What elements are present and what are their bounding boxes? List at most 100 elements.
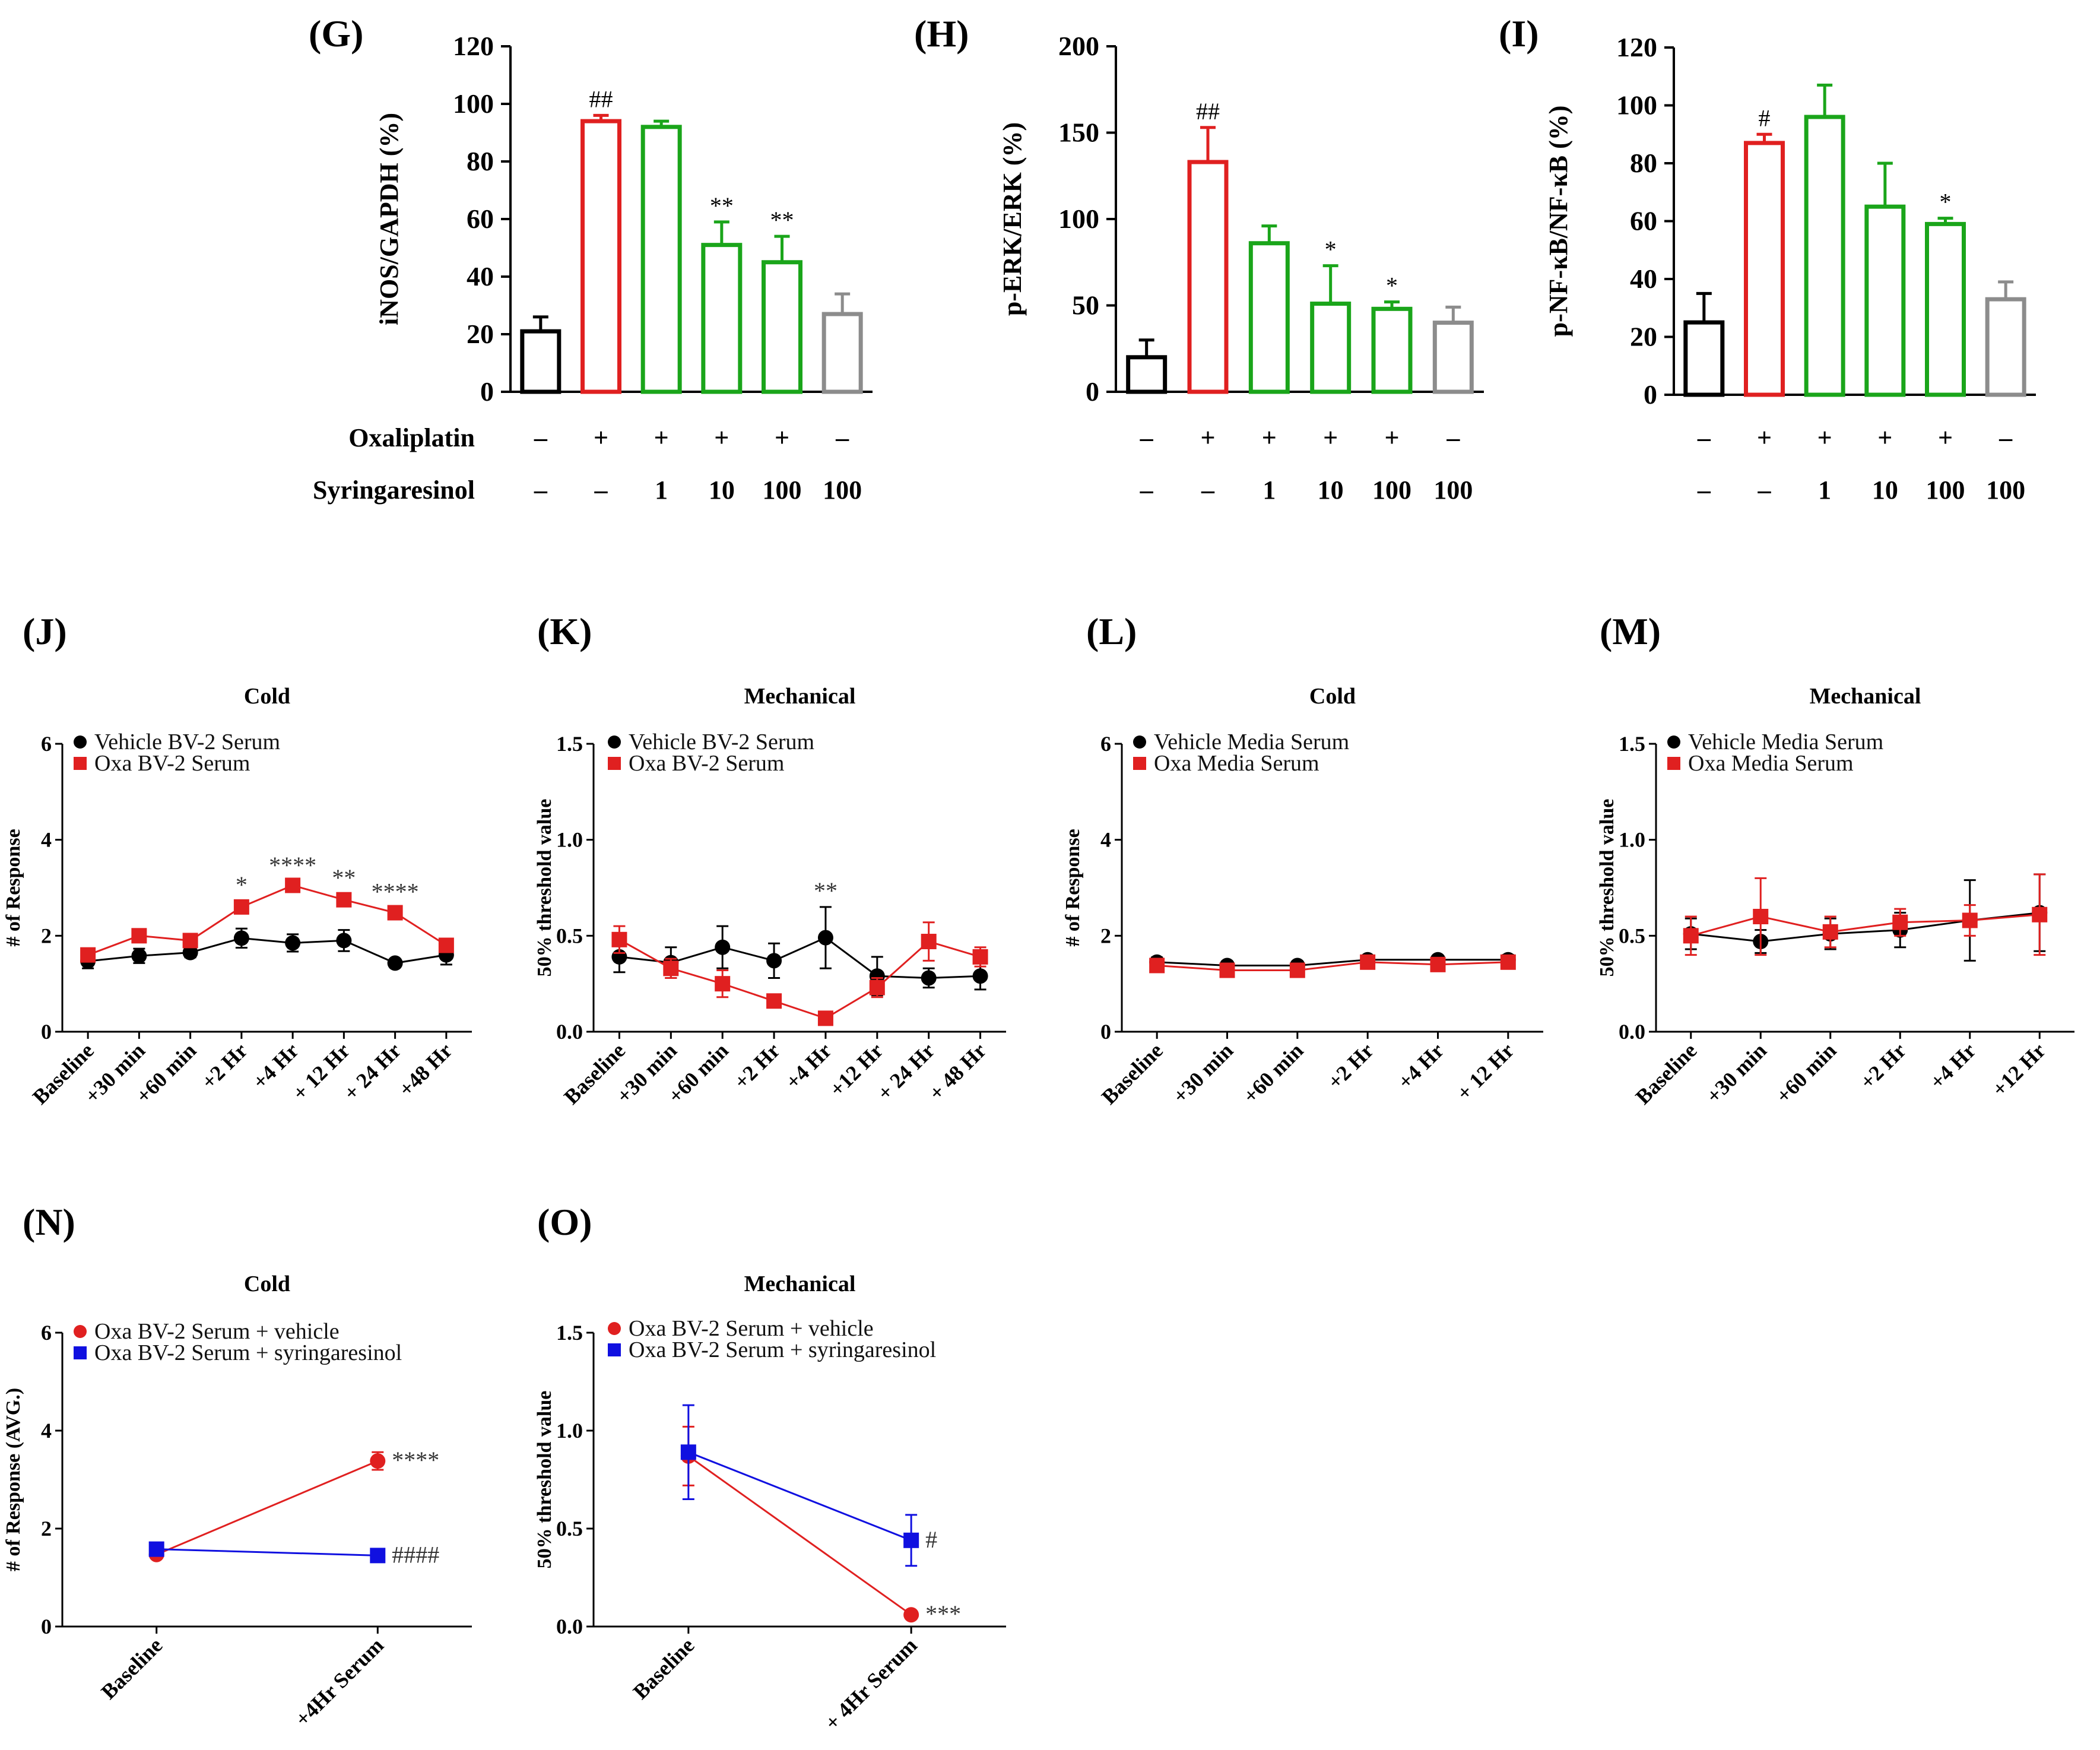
panel-label: (K) (537, 610, 592, 652)
data-point (1667, 735, 1680, 749)
y-axis-label: # of Response (2, 829, 24, 946)
data-point (2032, 906, 2048, 922)
syringaresinol-cond: 10 (1872, 475, 1898, 505)
data-point (817, 930, 833, 946)
data-point (766, 953, 782, 969)
y-tick-label: 0 (41, 1020, 52, 1044)
bar (1683, 320, 1725, 397)
data-point (285, 877, 301, 893)
data-point (336, 892, 352, 908)
data-point (1822, 924, 1838, 940)
x-tick-label: + 12 Hr (1452, 1038, 1518, 1105)
y-tick-label: 120 (1616, 32, 1657, 62)
oxaliplatin-cond: – (1140, 423, 1154, 452)
data-point (921, 934, 937, 950)
y-tick-label: 20 (467, 319, 494, 349)
oxaliplatin-cond: + (1757, 423, 1772, 452)
bar (1925, 221, 1966, 397)
x-tick-label: +2 Hr (1855, 1038, 1911, 1093)
legend-entry: Oxa Media Serum (1688, 751, 1854, 776)
bar (1371, 306, 1413, 394)
data-point (1962, 912, 1978, 928)
chart-title: Mechanical (744, 1272, 856, 1296)
y-tick-label: 6 (41, 732, 52, 756)
y-tick-label: 0.5 (556, 924, 583, 947)
y-tick-label: 80 (467, 146, 494, 176)
data-point (663, 960, 679, 977)
chart-title: Cold (244, 1272, 290, 1296)
y-tick-label: 4 (1100, 828, 1111, 852)
panel-label: (M) (1600, 610, 1661, 652)
oxaliplatin-cond: – (1446, 423, 1460, 452)
bar (821, 312, 863, 394)
data-point (182, 933, 198, 949)
y-tick-label: 80 (1630, 148, 1657, 178)
syringaresinol-cond: 100 (1926, 475, 1965, 505)
data-point (148, 1541, 164, 1557)
series-line (688, 1451, 912, 1542)
y-axis-label: 50% threshold value (534, 1391, 556, 1569)
oxaliplatin-cond: + (1938, 423, 1953, 452)
legend-entry: Vehicle BV-2 Serum (94, 730, 280, 754)
oxaliplatin-cond: – (1999, 423, 2013, 452)
panel-G: (G) 0 20 40 60 80 100 120 iNOS/GAPDH (%) – – ## + – +1… (309, 12, 873, 505)
oxaliplatin-cond: + (594, 423, 608, 452)
x-tick-label: Baseline (629, 1633, 699, 1704)
bar (1804, 115, 1845, 397)
x-tick-label: Baseline (97, 1633, 167, 1704)
data-point (370, 1453, 386, 1469)
data-point (1683, 928, 1699, 944)
y-tick-label: 0 (1644, 379, 1657, 410)
legend-entry: Oxa BV-2 Serum + syringaresinol (629, 1337, 936, 1362)
y-axis-label: 50% threshold value (534, 799, 556, 977)
y-tick-label: 1.0 (556, 1419, 583, 1443)
x-tick-label: + 24 Hr (339, 1038, 405, 1105)
y-axis-label: # of Response (AVG.) (2, 1388, 24, 1571)
bar (701, 243, 743, 394)
bar (1985, 297, 2026, 397)
x-tick-label: +2 Hr (1323, 1038, 1378, 1093)
y-tick-label: 0 (480, 376, 494, 407)
data-point (1753, 909, 1769, 924)
y-tick-label: 2 (41, 924, 52, 947)
bar (520, 329, 562, 394)
data-point (972, 949, 988, 965)
series-line (156, 1460, 378, 1556)
data-point (715, 976, 731, 992)
oxaliplatin-cond: – (534, 423, 548, 452)
data-point (1289, 962, 1305, 978)
data-point (387, 955, 403, 971)
legend-entry: Oxa BV-2 Serum + syringaresinol (94, 1340, 402, 1365)
syringaresinol-cond: 1 (1262, 475, 1276, 505)
bar (1310, 302, 1352, 394)
data-point (680, 1444, 696, 1460)
significance-label: ** (814, 877, 838, 904)
y-tick-label: 0.0 (556, 1020, 583, 1044)
panel-label: (H) (914, 12, 969, 55)
data-point (817, 1010, 833, 1026)
data-point (608, 1322, 621, 1335)
panel-N: (N) Cold 0 2 4 6 # of Response (AVG.) Baseline +… (2, 1201, 472, 1731)
data-point (74, 1325, 87, 1338)
series-line (687, 1455, 912, 1616)
syringaresinol-cond: 1 (1818, 475, 1831, 505)
y-tick-label: 0 (1100, 1020, 1111, 1044)
series-line (1690, 914, 2040, 937)
y-tick-label: 50 (1072, 290, 1099, 321)
data-point (903, 1532, 919, 1548)
panel-label: (J) (23, 610, 67, 652)
y-tick-label: 60 (467, 204, 494, 234)
data-point (1667, 757, 1680, 770)
x-tick-label: +60 min (1238, 1038, 1308, 1108)
data-point (233, 899, 249, 915)
significance-label: **** (269, 852, 316, 879)
y-tick-label: 1.0 (1619, 828, 1645, 852)
syringaresinol-cond: – (1758, 475, 1772, 505)
x-tick-label: Baseline (1097, 1038, 1168, 1109)
data-point (921, 970, 937, 986)
data-point (1133, 757, 1146, 770)
y-tick-label: 1.5 (556, 1321, 583, 1345)
data-point (1360, 954, 1376, 970)
x-tick-label: +4Hr Serum (290, 1633, 388, 1731)
